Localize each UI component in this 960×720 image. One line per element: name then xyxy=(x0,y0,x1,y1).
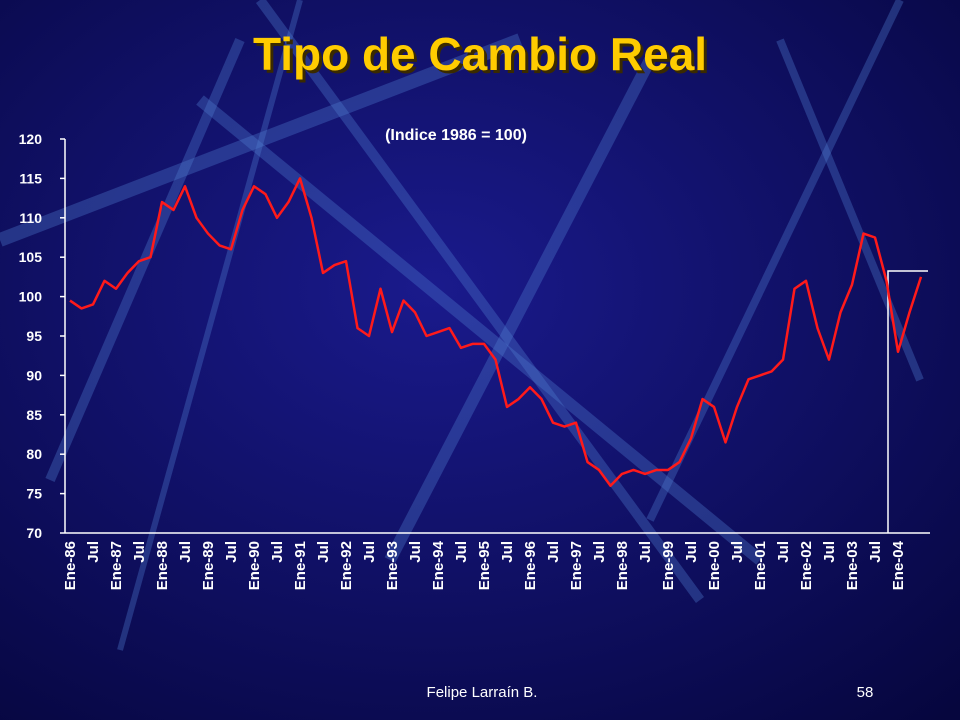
y-tick-label: 95 xyxy=(26,328,42,344)
title-shadow: Tipo de Cambio Real xyxy=(256,31,710,83)
x-tick-label: Ene-90 xyxy=(246,541,263,590)
x-tick-label: Ene-01 xyxy=(752,541,769,590)
x-tick-label: Jul xyxy=(821,541,838,563)
y-tick-label: 75 xyxy=(26,486,42,502)
y-tick-label: 80 xyxy=(26,446,42,462)
y-tick-label: 100 xyxy=(19,289,43,305)
x-tick-label: Ene-92 xyxy=(338,541,355,590)
y-tick-label: 115 xyxy=(19,170,42,186)
x-tick-label: Ene-89 xyxy=(200,541,217,590)
x-tick-label: Ene-96 xyxy=(522,541,539,590)
x-tick-label: Ene-88 xyxy=(154,541,171,590)
x-tick-label: Ene-86 xyxy=(62,541,79,590)
x-tick-label: Ene-87 xyxy=(108,541,125,590)
x-tick-label: Jul xyxy=(775,541,792,563)
x-tick-label: Jul xyxy=(177,541,194,563)
x-tick-label: Ene-00 xyxy=(706,541,723,590)
y-tick-label: 105 xyxy=(19,249,43,265)
y-tick-label: 120 xyxy=(19,131,43,147)
y-tick-label: 70 xyxy=(26,525,42,541)
x-tick-label: Ene-95 xyxy=(476,541,493,590)
footer-author: Felipe Larraín B. xyxy=(427,684,538,701)
line-series xyxy=(69,177,923,487)
x-tick-label: Jul xyxy=(131,541,148,563)
x-tick-label: Jul xyxy=(867,541,884,563)
x-tick-label: Ene-03 xyxy=(844,541,861,590)
x-tick-label: Jul xyxy=(637,541,654,563)
x-tick-label: Jul xyxy=(499,541,516,563)
x-tick-label: Ene-93 xyxy=(384,541,401,590)
annotation-bracket xyxy=(887,270,928,533)
chart-title: Tipo de Cambio Real xyxy=(253,28,707,80)
x-tick-label: Jul xyxy=(545,541,562,563)
x-tick-label: Jul xyxy=(269,541,286,563)
chart-subtitle: (Indice 1986 = 100) xyxy=(385,127,527,144)
y-tick-label: 110 xyxy=(19,210,42,226)
y-tick-label: 85 xyxy=(26,407,42,423)
x-tick-label: Jul xyxy=(85,541,102,563)
x-tick-label: Ene-99 xyxy=(660,541,677,590)
x-tick-label: Jul xyxy=(591,541,608,563)
y-tick-label: 90 xyxy=(26,367,42,383)
footer-page: 58 xyxy=(857,684,874,701)
x-tick-label: Jul xyxy=(315,541,332,563)
x-tick-label: Jul xyxy=(683,541,700,563)
x-tick-label: Ene-94 xyxy=(430,540,447,590)
x-tick-label: Jul xyxy=(729,541,746,563)
x-tick-label: Jul xyxy=(361,541,378,563)
x-tick-label: Jul xyxy=(453,541,470,563)
x-tick-label: Ene-04 xyxy=(890,540,907,590)
x-tick-label: Jul xyxy=(407,541,424,563)
x-tick-label: Jul xyxy=(223,541,240,563)
x-tick-label: Ene-98 xyxy=(614,541,631,590)
x-tick-label: Ene-91 xyxy=(292,541,309,590)
x-tick-label: Ene-97 xyxy=(568,541,585,590)
x-tick-label: Ene-02 xyxy=(798,541,815,590)
